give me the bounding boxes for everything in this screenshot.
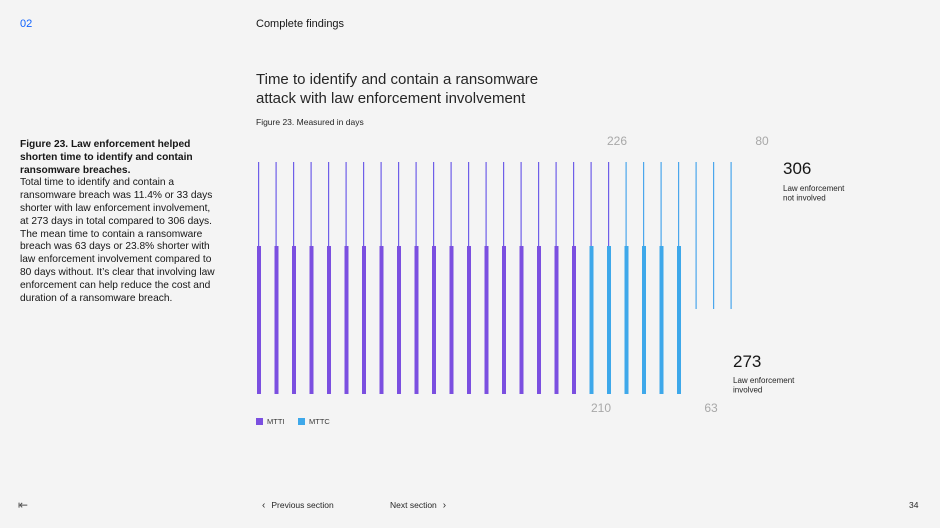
legend-swatch-mtti bbox=[256, 418, 263, 425]
total-label-not-involved: 306 bbox=[783, 159, 811, 178]
bar-not-involved-mtti bbox=[310, 162, 312, 309]
mttc-label-not-involved: 80 bbox=[755, 134, 769, 148]
bar-not-involved-mtti bbox=[573, 162, 575, 309]
bar-involved-mtti bbox=[379, 246, 384, 394]
figure-caption-heading: Figure 23. Law enforcement helped shorte… bbox=[20, 139, 193, 176]
next-section-label: Next section bbox=[390, 500, 437, 510]
page-number: 34 bbox=[909, 500, 919, 510]
section-number: 02 bbox=[20, 18, 33, 30]
bar-involved-mtti bbox=[274, 246, 279, 394]
bar-not-involved-mttc bbox=[695, 162, 697, 309]
bar-not-involved-mtti bbox=[503, 162, 505, 309]
bar-involved-mtti bbox=[292, 246, 296, 394]
bar-not-involved-mtti bbox=[555, 162, 557, 309]
bar-involved-mttc bbox=[642, 246, 646, 394]
bar-involved-mtti bbox=[414, 246, 419, 394]
bar-not-involved-mtti bbox=[345, 162, 347, 309]
mtti-label-not-involved: 226 bbox=[607, 134, 627, 148]
bar-not-involved-mtti bbox=[363, 162, 365, 309]
bar-involved-mttc bbox=[624, 246, 629, 394]
bar-not-involved-mtti bbox=[275, 162, 277, 309]
section-title: Complete findings bbox=[256, 18, 345, 30]
category-name-not-involved: Law enforcement not involved bbox=[783, 184, 845, 203]
bar-involved-mtti bbox=[449, 246, 454, 394]
bar-involved-mttc bbox=[659, 246, 664, 394]
bar-involved-mttc bbox=[677, 246, 681, 394]
bar-involved-mtti bbox=[467, 246, 471, 394]
bar-involved-mttc bbox=[589, 246, 594, 394]
legend-item-mtti: MTTI bbox=[256, 417, 285, 426]
category-name-involved: Law enforcement involved bbox=[733, 376, 795, 395]
bar-involved-mtti bbox=[432, 246, 436, 394]
bar-involved-mtti bbox=[362, 246, 366, 394]
bar-not-involved-mtti bbox=[415, 162, 417, 309]
mtti-label-involved: 210 bbox=[591, 401, 611, 415]
bar-not-involved-mtti bbox=[433, 162, 435, 309]
chevron-left-icon: ‹ bbox=[262, 500, 266, 511]
bar-not-involved-mtti bbox=[590, 162, 592, 309]
bar-involved-mtti bbox=[327, 246, 331, 394]
bar-not-involved-mttc bbox=[660, 162, 662, 309]
previous-section-link[interactable]: ‹ Previous section bbox=[256, 500, 334, 511]
bar-not-involved-mtti bbox=[608, 162, 610, 309]
chart-subtitle: Figure 23. Measured in days bbox=[256, 117, 364, 127]
mttc-label-involved: 63 bbox=[704, 401, 718, 415]
bar-not-involved-mtti bbox=[398, 162, 400, 309]
bar-involved-mtti bbox=[554, 246, 559, 394]
bar-not-involved-mtti bbox=[485, 162, 487, 309]
bar-involved-mtti bbox=[502, 246, 506, 394]
chevron-right-icon: › bbox=[442, 500, 447, 511]
bar-not-involved-mtti bbox=[450, 162, 452, 309]
bar-not-involved-mttc bbox=[625, 162, 627, 309]
bar-not-involved-mtti bbox=[293, 162, 295, 309]
legend-label-mtti: MTTI bbox=[267, 417, 285, 426]
bar-not-involved-mtti bbox=[258, 162, 260, 309]
bar-not-involved-mtti bbox=[538, 162, 540, 309]
bar-involved-mtti bbox=[309, 246, 314, 394]
legend-swatch-mttc bbox=[298, 418, 305, 425]
figure-caption: Figure 23. Law enforcement helped shorte… bbox=[20, 139, 220, 305]
bar-not-involved-mtti bbox=[468, 162, 470, 309]
legend-label-mttc: MTTC bbox=[309, 417, 330, 426]
bar-not-involved-mttc bbox=[713, 162, 715, 309]
bar-involved-mtti bbox=[257, 246, 261, 394]
bar-not-involved-mttc bbox=[730, 162, 732, 309]
bar-involved-mtti bbox=[344, 246, 349, 394]
legend-item-mttc: MTTC bbox=[298, 417, 330, 426]
bar-not-involved-mttc bbox=[678, 162, 680, 309]
bar-involved-mtti bbox=[572, 246, 576, 394]
bar-involved-mttc bbox=[607, 246, 611, 394]
bars-not-involved bbox=[258, 162, 732, 309]
total-label-involved: 273 bbox=[733, 352, 761, 371]
bar-not-involved-mttc bbox=[643, 162, 645, 309]
first-page-icon[interactable]: ⇤ bbox=[18, 498, 29, 512]
bars-involved bbox=[257, 246, 681, 394]
next-section-link[interactable]: Next section › bbox=[390, 500, 452, 511]
bar-involved-mtti bbox=[397, 246, 401, 394]
previous-section-label: Previous section bbox=[271, 500, 334, 510]
bar-involved-mtti bbox=[519, 246, 524, 394]
figure-caption-body: Total time to identify and contain a ran… bbox=[20, 177, 215, 304]
bar-involved-mtti bbox=[537, 246, 541, 394]
bar-not-involved-mtti bbox=[380, 162, 382, 309]
bar-not-involved-mtti bbox=[328, 162, 330, 309]
bar-not-involved-mtti bbox=[520, 162, 522, 309]
chart-title: Time to identify and contain a ransomwar… bbox=[256, 71, 539, 107]
bar-involved-mtti bbox=[484, 246, 489, 394]
